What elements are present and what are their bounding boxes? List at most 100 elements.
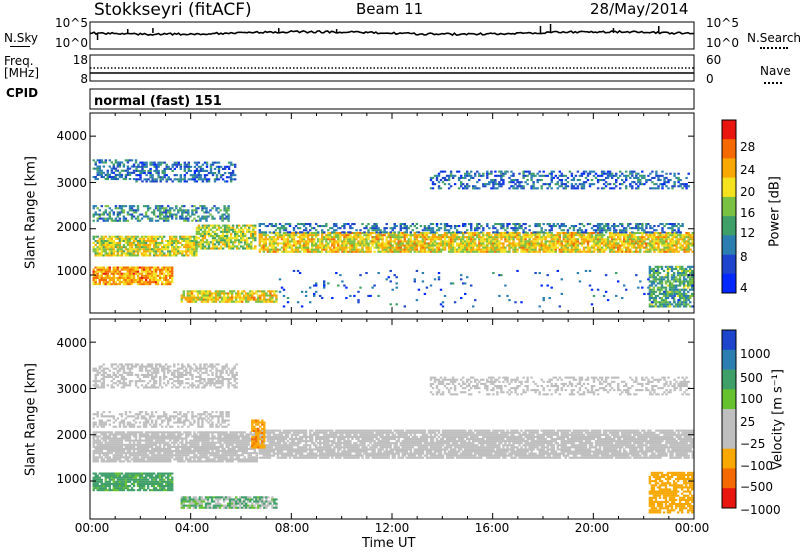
heatmap-cell (106, 281, 110, 284)
heatmap-cell (677, 176, 680, 179)
heatmap-cell (381, 236, 384, 239)
heatmap-cell (608, 248, 612, 251)
heatmap-cell (508, 234, 511, 237)
heatmap-cell (421, 246, 425, 249)
heatmap-cell (540, 227, 543, 230)
heatmap-cell (108, 276, 112, 279)
heatmap-cell (598, 227, 602, 230)
heatmap-cell (229, 232, 233, 235)
heatmap-cell (683, 248, 686, 251)
heatmap-cell (674, 278, 678, 281)
heatmap-cell (292, 240, 296, 243)
heatmap-cell (671, 187, 674, 190)
heatmap-cell (143, 178, 146, 181)
heatmap-cell (185, 209, 188, 212)
heatmap-cell (675, 250, 678, 253)
heatmap-cell (112, 167, 116, 170)
heatmap-cell (615, 172, 618, 175)
heatmap-cell (110, 167, 114, 170)
heatmap-cell (586, 250, 590, 253)
heatmap-cell (118, 241, 122, 244)
heatmap-cell (602, 227, 606, 230)
heatmap-cell (610, 242, 614, 245)
heatmap-cell (197, 174, 201, 177)
heatmap-cell (678, 272, 682, 275)
heatmap-cell (262, 231, 266, 234)
heatmap-cell (427, 229, 431, 232)
heatmap-cell (486, 248, 489, 251)
heatmap-cell (100, 248, 104, 251)
heatmap-cell (309, 240, 312, 243)
heatmap-cell (225, 211, 228, 214)
heatmap-cell (150, 237, 154, 240)
heatmap-cell (548, 250, 551, 253)
heatmap-cell (195, 246, 198, 249)
heatmap-cell (659, 248, 662, 251)
heatmap-cell (258, 238, 262, 241)
heatmap-cell (435, 223, 439, 226)
heatmap-cell (294, 240, 298, 243)
heatmap-cell (258, 236, 262, 239)
heatmap-cell (337, 248, 340, 251)
heatmap-cell (604, 231, 608, 234)
heatmap-cell (134, 246, 138, 249)
heatmap-cell (100, 279, 104, 282)
heatmap-cell (540, 187, 543, 190)
heatmap-cell (102, 248, 106, 251)
heatmap-cell (251, 292, 254, 295)
heatmap-cell (678, 290, 682, 293)
heatmap-cell (680, 294, 684, 297)
heatmap-cell (680, 274, 684, 277)
heatmap-cell (140, 248, 144, 251)
heatmap-cell (544, 183, 547, 186)
heatmap-cell (662, 301, 666, 304)
heatmap-cell (397, 248, 400, 251)
power-cb-tick: 20 (740, 185, 756, 199)
heatmap-cell (149, 169, 152, 172)
heatmap-cell (229, 228, 233, 231)
heatmap-cell (136, 244, 140, 247)
heatmap-cell (494, 223, 497, 226)
heatmap-cell (311, 236, 314, 239)
heatmap-cell (205, 211, 208, 214)
heatmap-cell (190, 292, 194, 295)
heatmap-cell (441, 244, 445, 247)
heatmap-cell (667, 179, 670, 182)
heatmap-cell (431, 248, 435, 251)
heatmap-cell (171, 180, 174, 183)
heatmap-cell (476, 181, 479, 184)
heatmap-cell (213, 245, 217, 248)
heatmap-cell (528, 242, 531, 245)
heatmap-cell (677, 231, 680, 234)
heatmap-cell (250, 224, 253, 227)
heatmap-cell (286, 238, 290, 241)
heatmap-cell (498, 246, 501, 249)
heatmap-cell (191, 254, 194, 257)
heatmap-cell (327, 250, 330, 253)
heatmap-cell (451, 238, 455, 241)
heatmap-cell (186, 300, 190, 303)
heatmap-cell (183, 174, 187, 177)
heatmap-cell (623, 236, 626, 239)
heatmap-cell (300, 240, 304, 243)
heatmap-cell (679, 183, 682, 186)
heatmap-cell (189, 241, 192, 244)
heatmap-cell (211, 235, 215, 238)
heatmap-cell (134, 235, 138, 238)
heatmap-cell (153, 161, 156, 164)
heatmap-cell (190, 300, 194, 303)
heatmap-cell (142, 215, 146, 218)
heatmap-cell (214, 300, 218, 303)
heatmap-cell (209, 169, 213, 172)
heatmap-cell (423, 232, 427, 235)
heatmap-cell (102, 239, 106, 242)
heatmap-cell (248, 226, 251, 229)
heatmap-cell (671, 225, 674, 228)
heatmap-cell (582, 236, 586, 239)
heatmap-cell (615, 231, 618, 234)
heatmap-cell (373, 229, 376, 232)
heatmap-cell (100, 268, 104, 271)
heatmap-cell (104, 274, 108, 277)
heatmap-cell (175, 250, 178, 253)
power-y-tick: 2000 (56, 220, 87, 234)
